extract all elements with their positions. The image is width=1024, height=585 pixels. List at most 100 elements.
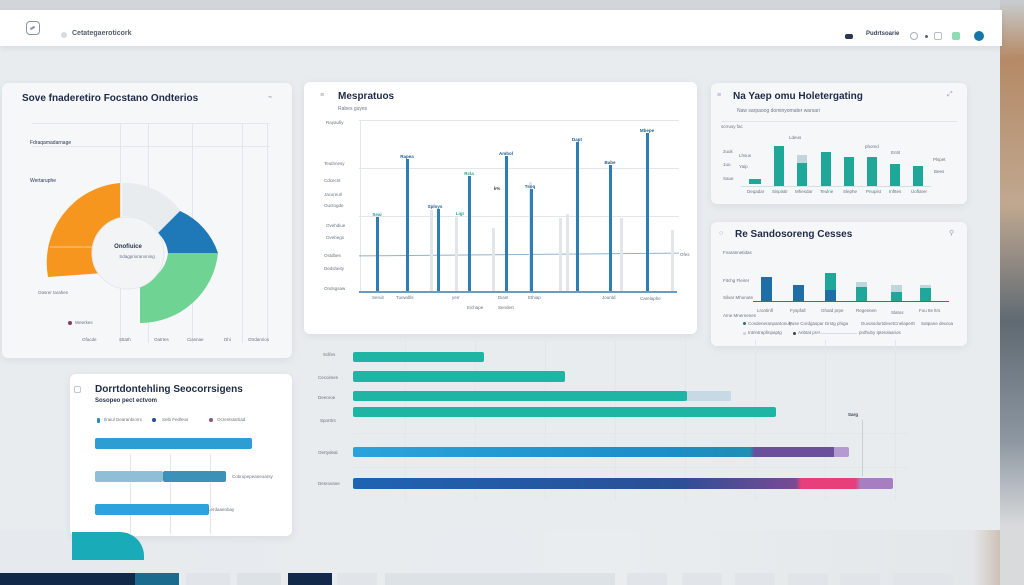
x-axis [359,291,677,293]
taskbar-item[interactable] [0,573,135,585]
x-axis-label: Sendert [498,305,514,310]
x-axis-label: Deqadar [747,189,765,194]
lollipop-stem[interactable] [468,176,471,291]
x-axis-label: Slatos [891,310,904,315]
lollipop-stem[interactable] [530,189,533,291]
refresh-icon[interactable] [910,32,918,40]
bar[interactable] [825,273,836,296]
taskbar-item[interactable] [135,573,179,585]
avatar-icon[interactable] [974,31,984,41]
bar-label: Lerdaaenbay [208,507,235,512]
green-status-icon[interactable] [952,32,960,40]
bar[interactable] [774,146,784,186]
app-logo-icon[interactable] [26,21,40,35]
hbar[interactable] [353,371,565,382]
bar[interactable] [793,285,804,301]
legend-label: Cosdeneranpantonuly [748,321,793,326]
taskbar-item[interactable] [627,573,667,585]
y-axis-label: 2uuk [723,149,733,154]
y-axis-label: Saue [723,176,734,181]
bar[interactable] [891,292,902,301]
annotation: Entit [891,150,901,155]
bar[interactable] [749,179,761,184]
bar[interactable] [821,152,831,186]
breadcrumb[interactable]: Cetategaeroticork [72,30,132,37]
hbar[interactable] [353,407,776,417]
progress-bar[interactable] [95,438,252,449]
lollipop-stem[interactable] [406,159,409,291]
expand-icon[interactable]: ⌁ [268,94,273,101]
expand-icon[interactable]: ⤢ [947,91,953,98]
x-axis-label: Ghatd prpe [821,308,844,313]
bar[interactable] [797,163,807,186]
legend-label: Drstg phiga [825,321,849,326]
lollipop-stem[interactable] [376,217,379,291]
taskbar-item[interactable] [237,573,281,585]
bar[interactable] [890,164,900,186]
bar-chart-card: ≡ Na Yaep omu Holetergating ⤢ Naw sarpao… [711,83,967,204]
legend-label: Selb Fedleus [162,417,189,422]
user-label[interactable]: Pudrtsoarie [866,31,900,37]
legend-label: Duvotodurtdevet [861,321,895,326]
checkbox-icon[interactable] [74,386,81,393]
x-axis-label: Sttath [119,337,131,342]
lollipop-stem[interactable] [505,156,508,291]
bar[interactable] [856,287,867,301]
bar[interactable] [761,277,772,301]
bar[interactable] [920,288,931,301]
row-label: Deeoroe [318,395,336,400]
x-axis-label: Slephe [843,189,858,194]
hbar[interactable] [353,352,484,362]
y-axis-label: Fitchg Fleirer [723,278,750,283]
hbar[interactable] [353,447,849,457]
x-axis-label: Jountd [602,295,616,300]
row-label: Desrovane [318,481,340,486]
taskbar-item[interactable] [186,573,230,585]
bar[interactable] [913,166,923,186]
taskbar-item[interactable] [735,573,775,585]
legend-dot-icon [152,418,156,422]
x-axis-label: Carelaphe [640,296,661,301]
top-bar: Cetategaeroticork Pudrtsoarie [0,10,1002,46]
y-axis-label: Ondsgsaw [324,286,346,291]
progress-bar[interactable] [95,504,209,515]
lollipop-stem[interactable] [576,142,579,291]
menu-icon[interactable]: ≡ [320,92,325,99]
taskbar-item[interactable] [840,573,880,585]
annotation: phomd [865,144,879,149]
hbar[interactable] [353,478,893,489]
x-axis-label: Sispistir [772,189,788,194]
bar[interactable] [844,157,854,186]
taskbar-item[interactable] [385,573,615,585]
taskbar-item[interactable] [288,573,332,585]
line-label: Ofes [680,252,690,257]
lollipop-stem[interactable] [646,133,649,291]
y-axis-title: Fnarannetidas [723,250,752,255]
stacked-bar-card: ○ Re Sandosoreng Cesses ⚲ Fnarannetidas … [711,222,967,346]
legend-label: Ocrentstartiad [217,417,246,422]
row-label: Sporttrs [320,418,336,423]
hand-pointer-icon[interactable] [845,34,853,39]
taskbar-item[interactable] [337,573,377,585]
settings-icon[interactable]: ○ [719,230,724,237]
menu-icon[interactable]: ≡ [717,92,722,99]
taskbar-item[interactable] [682,573,722,585]
x-axis-label: Ciasnae [187,337,204,342]
filter-icon[interactable]: ⚲ [949,230,955,237]
card-title: Re Sandosoreng Cesses [735,229,853,240]
lollipop-stem[interactable] [609,165,612,291]
donut-chart[interactable] [42,181,222,326]
y-axis-title: scrrusy fac [721,124,743,129]
taskbar-item[interactable] [788,573,828,585]
bar[interactable] [867,157,877,186]
y-axis-label: Rayaufiy [326,120,344,125]
lollipop-stem[interactable] [437,209,440,291]
progress-bar[interactable] [163,471,226,482]
taskbar-item[interactable] [893,573,953,585]
y-axis-label: 1uu [723,162,731,167]
horizontal-bar-chart [345,340,910,500]
donut-chart-card: Sove fnaderetiro Focstano Ondterios ⌁ Fd… [2,83,292,358]
row-label: Oertydeal [318,450,338,455]
hbar[interactable] [353,391,687,401]
bell-icon[interactable] [934,32,942,40]
